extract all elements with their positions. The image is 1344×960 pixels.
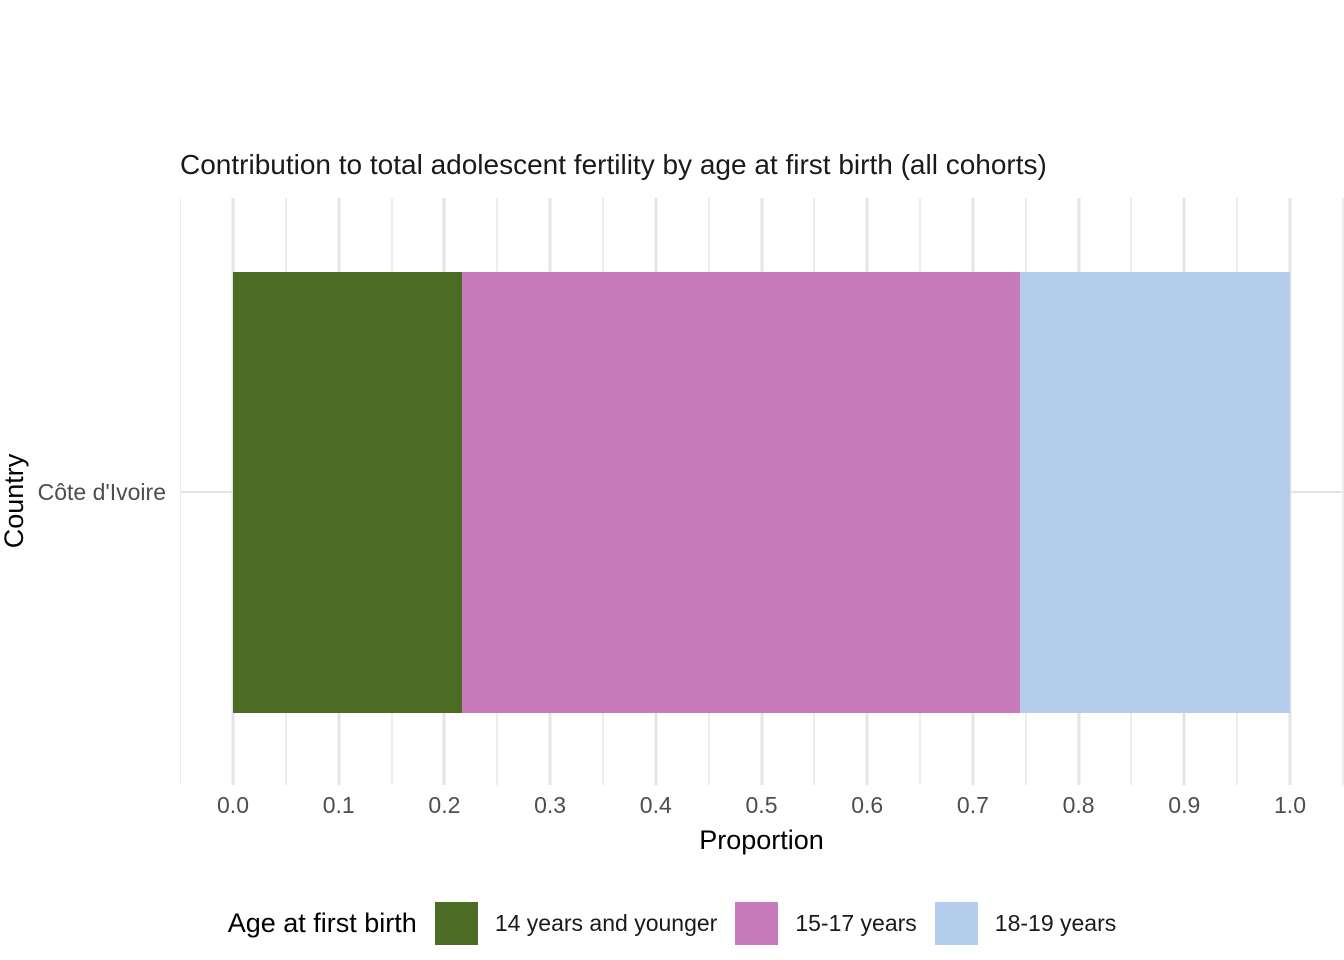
x-tick-label: 0.0 [217,792,249,818]
legend-swatch-1 [735,901,779,945]
x-tick-label: 0.6 [851,792,884,818]
bar-segment-2 [1020,272,1290,713]
legend: Age at first birth 14 years and younger 1… [0,899,1344,947]
x-tick-label: 0.2 [428,792,461,818]
minor-gridline [1341,198,1344,785]
legend-item-label: 15-17 years [795,909,917,936]
chart-title: Contribution to total adolescent fertili… [180,149,1047,180]
x-tick-label: 0.8 [1062,792,1095,818]
x-tick-label: 0.7 [956,792,989,818]
legend-title: Age at first birth [227,907,417,938]
x-axis-title: Proportion [699,825,824,855]
x-tick-label: 0.4 [639,792,672,818]
x-tick-label: 1.0 [1274,792,1306,818]
legend-swatch-2 [934,901,978,945]
legend-swatch-0 [434,901,478,945]
x-tick-label: 0.3 [534,792,567,818]
minor-gridline [180,198,182,785]
bar-segment-0 [233,272,463,713]
y-tick-label: Côte d'Ivoire [37,479,166,505]
legend-item-label: 14 years and younger [494,909,718,936]
x-tick-label: 0.5 [745,792,778,818]
legend-item-1: 15-17 years [735,901,917,945]
plot-panel [180,198,1344,785]
stacked-bar-cote-divoire [233,272,1290,713]
bar-segment-1 [462,272,1021,713]
x-tick-label: 0.1 [322,792,355,818]
major-gridline [1288,198,1292,785]
x-tick-label: 0.9 [1168,792,1201,818]
legend-item-2: 18-19 years [934,901,1117,945]
legend-item-label: 18-19 years [994,909,1117,936]
legend-item-0: 14 years and younger [434,901,718,945]
